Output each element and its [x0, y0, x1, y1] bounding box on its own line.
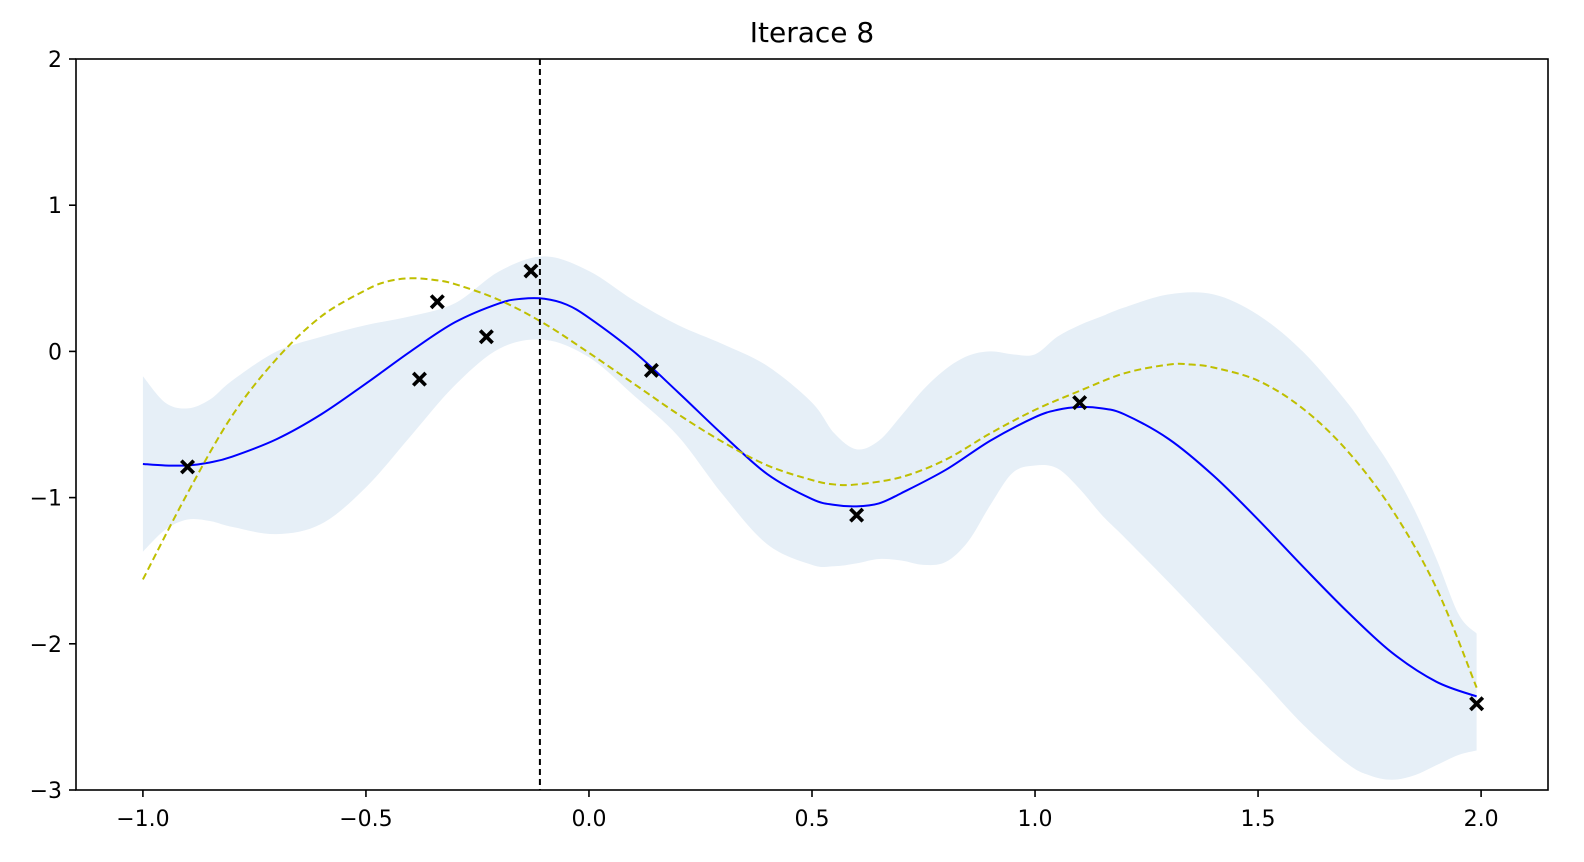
- plot-content: [142, 59, 1478, 790]
- x-tick-label: −0.5: [339, 807, 392, 832]
- x-tick-label: 0.5: [795, 807, 830, 832]
- data-point: [411, 371, 427, 387]
- chart-title: Iterace 8: [750, 16, 874, 49]
- y-tick-label: −3: [30, 779, 62, 804]
- data-point: [849, 507, 865, 523]
- x-tick-label: 0.0: [571, 807, 606, 832]
- data-point: [478, 329, 494, 345]
- target-function-line: [142, 277, 1478, 689]
- y-tick-label: 2: [48, 48, 62, 73]
- data-point: [643, 362, 659, 378]
- x-tick-label: 2.0: [1464, 807, 1499, 832]
- data-point: [180, 459, 196, 475]
- confidence-band: [142, 256, 1477, 780]
- x-tick-label: 1.5: [1241, 807, 1276, 832]
- plot-area: [142, 59, 1485, 790]
- y-tick-label: 0: [48, 340, 62, 365]
- y-tick-label: −2: [30, 633, 62, 658]
- data-point: [523, 263, 539, 279]
- y-tick-label: 1: [48, 194, 62, 219]
- data-point: [1072, 395, 1088, 411]
- mean-prediction-line: [142, 297, 1477, 698]
- x-tick-label: −1.0: [116, 807, 169, 832]
- axes: −1.0 −0.5 0.0 0.5 1.0 1.5 2.0 2 1 0 −1 −2 −3: [30, 48, 1549, 832]
- x-tick-label: 1.0: [1018, 807, 1053, 832]
- data-point: [1469, 696, 1485, 712]
- data-point: [429, 294, 445, 310]
- y-tick-label: −1: [30, 487, 62, 512]
